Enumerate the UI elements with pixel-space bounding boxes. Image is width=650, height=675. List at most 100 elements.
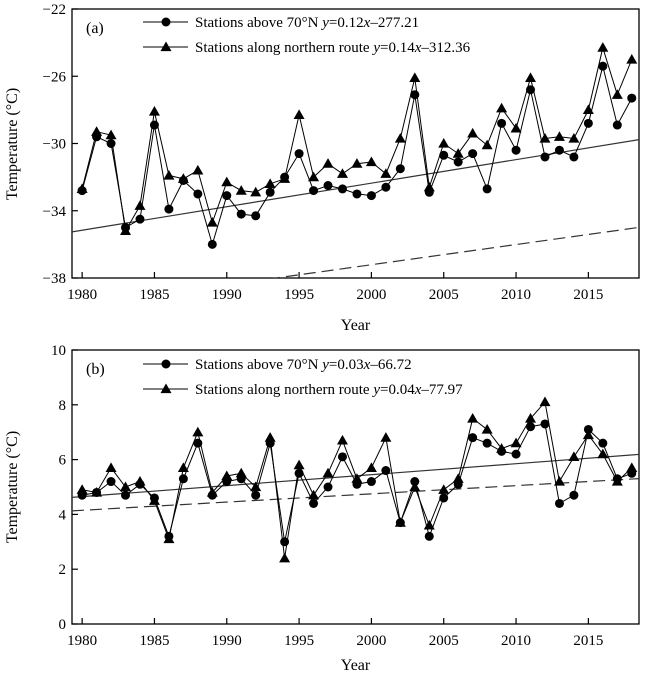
- triangle-point: [409, 72, 421, 83]
- triangle-point: [206, 217, 218, 227]
- x-tick-label: 1980: [67, 287, 97, 303]
- triangle-point: [264, 178, 276, 188]
- circle-point: [583, 118, 593, 128]
- legend-eq-coef: =0.04: [380, 382, 415, 398]
- circle-point: [627, 468, 637, 478]
- triangle-point: [105, 129, 117, 140]
- circle-point: [612, 474, 622, 484]
- triangle-point: [351, 473, 363, 483]
- triangle-point: [597, 42, 609, 52]
- circle-point: [569, 152, 579, 162]
- legend-triangle-marker: [160, 383, 172, 394]
- triangle-point: [293, 459, 305, 470]
- circle-point: [395, 164, 405, 174]
- circle-point: [178, 175, 188, 185]
- triangle-point: [553, 131, 565, 141]
- circle-point: [323, 482, 333, 492]
- panel-label: (b): [86, 361, 105, 378]
- x-tick-label: 2015: [573, 633, 603, 649]
- circle-point: [135, 214, 145, 224]
- triangle-point: [380, 432, 392, 442]
- circle-point: [323, 181, 333, 191]
- circle-point: [149, 493, 159, 503]
- legend-eq-x: x: [414, 40, 422, 56]
- circle-point: [337, 184, 347, 194]
- x-tick-label: 1985: [139, 287, 169, 303]
- legend-eq-intercept: –277.21: [369, 15, 419, 31]
- circle-point: [135, 479, 145, 489]
- circle-point: [193, 189, 203, 199]
- triangle-point: [510, 437, 522, 448]
- trend-line: [72, 139, 639, 233]
- triangle-point: [539, 132, 551, 143]
- circle-point: [294, 149, 304, 159]
- triangle-point: [539, 396, 551, 407]
- circle-point: [92, 132, 102, 142]
- circle-point: [352, 479, 362, 489]
- circle-point: [222, 477, 232, 487]
- circle-point: [251, 211, 261, 221]
- triangle-point: [120, 481, 132, 492]
- circle-point: [424, 187, 434, 197]
- circle-point: [526, 85, 536, 95]
- circle-point: [453, 157, 463, 167]
- triangle-point: [525, 413, 537, 423]
- triangle-point: [235, 185, 247, 195]
- trend-line: [72, 478, 639, 512]
- circle-point: [497, 446, 507, 456]
- x-tick-label: 1995: [284, 287, 314, 303]
- circle-point: [121, 490, 131, 500]
- triangle-point: [626, 462, 638, 472]
- circle-point: [366, 477, 376, 487]
- triangle-point: [452, 473, 464, 483]
- triangle-point: [611, 89, 623, 99]
- legend-eq-coef: =0.14: [380, 40, 415, 56]
- triangle-point: [467, 127, 479, 138]
- triangle-point: [235, 467, 247, 478]
- x-tick-label: 2000: [356, 633, 386, 649]
- circle-point: [294, 468, 304, 478]
- legend-eq-intercept: –312.36: [420, 40, 470, 56]
- legend-eq-intercept: –77.97: [420, 382, 463, 398]
- circle-point: [598, 438, 608, 448]
- circle-point: [178, 474, 188, 484]
- circle-point: [121, 223, 131, 233]
- legend-entry: Stations above 70°N y=0.03x–66.72: [195, 357, 412, 373]
- x-tick-label: 2010: [501, 633, 531, 649]
- triangle-point: [438, 138, 450, 148]
- circle-point: [439, 493, 449, 503]
- triangle-point: [322, 158, 334, 168]
- plot-frame: [71, 349, 640, 625]
- triangle-point: [409, 481, 421, 492]
- y-tick-label: 10: [51, 343, 66, 359]
- y-axis-label: Temperature (°C): [4, 431, 21, 543]
- x-tick-label: 2005: [429, 287, 459, 303]
- circle-point: [526, 422, 536, 432]
- circle-point: [77, 186, 87, 196]
- triangle-point: [221, 176, 233, 187]
- legend-eq-x: x: [363, 15, 371, 31]
- triangle-point: [467, 413, 479, 423]
- x-tick-label: 1990: [212, 287, 242, 303]
- circle-point: [236, 209, 246, 219]
- y-axis-label: Temperature (°C): [4, 88, 21, 200]
- triangle-point: [553, 476, 565, 486]
- legend-eq-coef: =0.03: [329, 357, 364, 373]
- triangle-point: [481, 139, 493, 150]
- plot-area: [72, 396, 639, 563]
- circle-point: [149, 120, 159, 130]
- triangle-point: [148, 106, 160, 116]
- y-tick-label: −30: [43, 137, 66, 153]
- circle-point: [222, 191, 232, 201]
- circle-point: [164, 531, 174, 541]
- legend-entry: Stations along northern route y=0.04x–77…: [195, 382, 463, 398]
- triangle-point: [568, 132, 580, 143]
- circle-point: [352, 189, 362, 199]
- circle-point: [309, 186, 319, 196]
- triangle-point: [308, 171, 320, 182]
- triangle-point: [452, 148, 464, 158]
- x-tick-label: 1995: [284, 633, 314, 649]
- circle-point: [164, 204, 174, 214]
- triangle-point: [192, 426, 204, 437]
